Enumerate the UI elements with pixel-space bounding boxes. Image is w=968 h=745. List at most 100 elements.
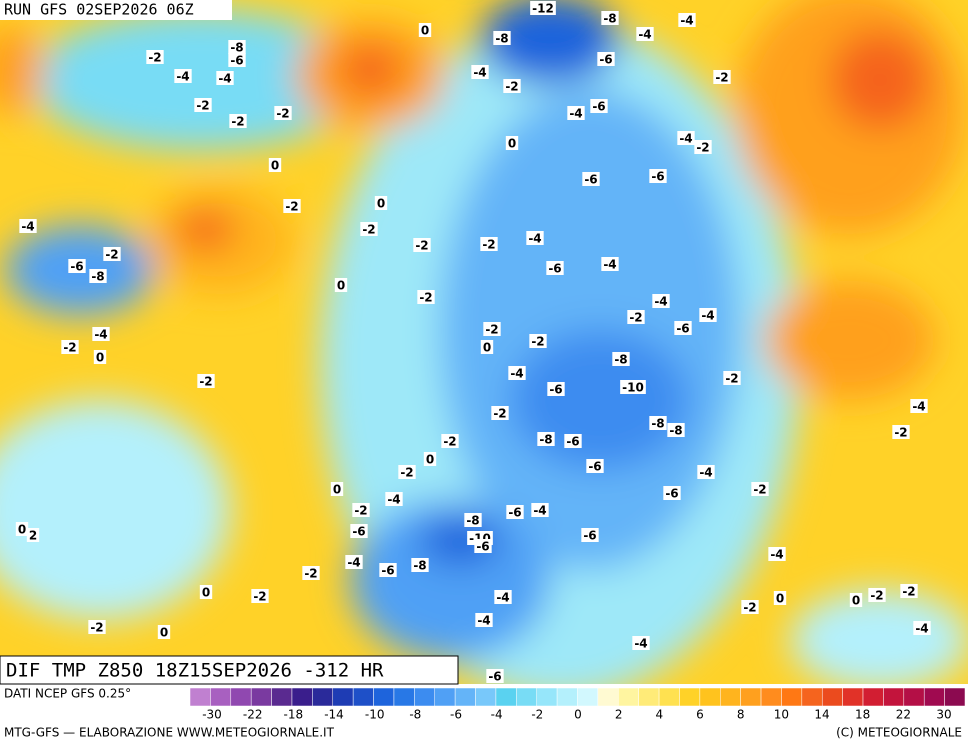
- contour-label-text: 0: [852, 594, 860, 608]
- contour-label-box: [564, 434, 582, 448]
- contour-label-text: -4: [679, 132, 692, 146]
- contour-label: 0: [330, 482, 344, 497]
- contour-label-text: -8: [495, 32, 508, 46]
- contour-label: 0: [505, 136, 519, 151]
- contour-label-text: -8: [614, 353, 627, 367]
- contour-label: -6: [590, 99, 608, 114]
- contour-label: -6: [506, 505, 524, 520]
- contour-label-box: [228, 40, 246, 54]
- contour-label-text: -2: [725, 372, 738, 386]
- colorbar-swatch: [638, 687, 660, 707]
- contour-label-box: [586, 459, 604, 473]
- contour-label-text: -2: [696, 141, 709, 155]
- contour-label-text: -2: [400, 466, 413, 480]
- contour-label-text: -2: [354, 504, 367, 518]
- contour-label: -4: [632, 636, 650, 651]
- contour-label-text: -2: [493, 407, 506, 421]
- contour-label-text: -2: [253, 590, 266, 604]
- contour-label-box: [19, 219, 37, 233]
- colorbar-swatch: [618, 687, 639, 707]
- contour-label-box: [89, 269, 107, 283]
- contour-label-text: -4: [603, 258, 616, 272]
- contour-label-box: [360, 222, 378, 236]
- contour-label: -2: [398, 465, 416, 480]
- contour-label: -4: [385, 492, 403, 507]
- contour-label-box: [526, 231, 544, 245]
- colorbar-tick-label: 8: [737, 708, 745, 722]
- contour-label: -2: [146, 50, 164, 65]
- contour-label: 0: [93, 350, 107, 365]
- colorbar-tick-label: 10: [774, 708, 789, 722]
- contour-label-box: [174, 69, 192, 83]
- contour-label: -2: [529, 334, 547, 349]
- contour-label-text: -2: [304, 567, 317, 581]
- contour-label-box: [486, 669, 504, 683]
- contour-label-box: [506, 505, 524, 519]
- contour-label-text: 0: [202, 586, 210, 600]
- contour-label-text: -4: [569, 107, 582, 121]
- contour-label-box: [694, 140, 712, 154]
- colorbar-swatch: [781, 687, 803, 707]
- contour-label: -6: [379, 563, 397, 578]
- contour-label-box: [582, 172, 600, 186]
- contour-label: -10: [620, 380, 646, 395]
- contour-label-box: [567, 106, 585, 120]
- contour-label-box: [268, 158, 282, 172]
- contour-label-text: 0: [508, 137, 516, 151]
- contour-label: -2: [360, 222, 378, 237]
- contour-label-text: 0: [776, 592, 784, 606]
- contour-label-text: 0: [18, 523, 26, 537]
- contour-label: 0: [480, 340, 494, 355]
- contour-label-box: [713, 70, 731, 84]
- contour-label-text: -2: [629, 311, 642, 325]
- colorbar-tick-label: -4: [491, 708, 503, 722]
- colorbar-swatch: [801, 687, 823, 707]
- contour-label: -2: [88, 620, 106, 635]
- run-title: RUN GFS 02SEP2026 06Z: [4, 1, 194, 19]
- contour-label-box: [413, 238, 431, 252]
- contour-label: -4: [216, 71, 234, 86]
- contour-label: -2: [61, 340, 79, 355]
- contour-label-text: -6: [584, 173, 597, 187]
- colorbar-tick-label: -30: [202, 708, 222, 722]
- contour-label-box: [503, 79, 521, 93]
- colorbar-tick-label: -2: [531, 708, 543, 722]
- contour-label: -4: [699, 308, 717, 323]
- contour-label-text: -2: [362, 223, 375, 237]
- colorbar-swatch: [291, 687, 313, 707]
- contour-label-box: [601, 11, 619, 25]
- contour-label-text: -8: [603, 12, 616, 26]
- contour-label: -2: [274, 106, 292, 121]
- contour-label-box: [283, 199, 301, 213]
- contour-label: -4: [567, 106, 585, 121]
- contour-label-text: -6: [352, 525, 365, 539]
- contour-label-box: [274, 106, 292, 120]
- contour-label: -2: [868, 588, 886, 603]
- contour-label-text: -6: [588, 460, 601, 474]
- colorbar-tick-label: -10: [365, 708, 385, 722]
- contour-label: -2: [413, 238, 431, 253]
- contour-label-text: -6: [583, 529, 596, 543]
- contour-label: -2: [229, 114, 247, 129]
- contour-label: -6: [674, 321, 692, 336]
- contour-label-text: -2: [231, 115, 244, 129]
- contour-label-text: -4: [21, 220, 34, 234]
- contour-label-box: [251, 589, 269, 603]
- contour-label-text: -2: [715, 71, 728, 85]
- contour-label-text: 0: [421, 24, 429, 38]
- contour-label: -4: [910, 399, 928, 414]
- contour-label: -2: [441, 434, 459, 449]
- contour-label: -2: [751, 482, 769, 497]
- contour-label-text: 0: [483, 341, 491, 355]
- contour-label-text: -4: [347, 556, 360, 570]
- contour-label-box: [26, 528, 40, 542]
- contour-label-box: [649, 169, 667, 183]
- contour-label: -2: [251, 589, 269, 604]
- contour-label-box: [228, 53, 246, 67]
- colorbar-swatch: [536, 687, 558, 707]
- colorbar-swatch: [189, 687, 211, 707]
- contour-label-box: [900, 584, 918, 598]
- contour-label-box: [597, 52, 615, 66]
- contour-label-text: -2: [415, 239, 428, 253]
